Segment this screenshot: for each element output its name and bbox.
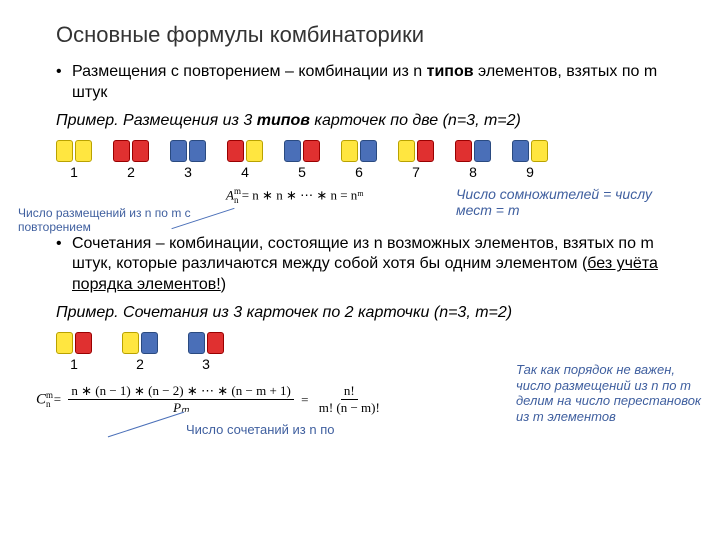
bullet-2-a: Сочетания – комбинации, состоящие из n в… <box>72 235 654 273</box>
card-pair: 1 <box>56 332 92 372</box>
yellow-card <box>56 332 73 354</box>
yellow-card <box>122 332 139 354</box>
red-card <box>75 332 92 354</box>
yellow-card <box>398 140 415 162</box>
example-1-b: типов <box>257 112 310 129</box>
card-number: 2 <box>127 164 135 180</box>
red-card <box>227 140 244 162</box>
blue-card <box>141 332 158 354</box>
card-pair: 7 <box>398 140 434 180</box>
red-card <box>417 140 434 162</box>
card-number: 3 <box>202 356 210 372</box>
card-number: 9 <box>526 164 534 180</box>
cards-row-1: 1 2 3 4 5 6 7 8 9 <box>56 140 680 180</box>
red-card <box>132 140 149 162</box>
yellow-card <box>75 140 92 162</box>
red-card <box>207 332 224 354</box>
frac2-num: n! <box>341 384 358 400</box>
yellow-card <box>531 140 548 162</box>
card-pair: 1 <box>56 140 92 180</box>
note-combinations-explain: Так как порядок не важен, число размещен… <box>516 362 706 424</box>
blue-card <box>512 140 529 162</box>
card-number: 8 <box>469 164 477 180</box>
slide-title: Основные формулы комбинаторики <box>56 22 680 48</box>
example-2: Пример. Сочетания из 3 карточек по 2 кар… <box>56 304 680 322</box>
note-arrangements: Число размещений из n по m с повторением <box>18 206 218 234</box>
card-pair: 4 <box>227 140 263 180</box>
card-pair: 3 <box>170 140 206 180</box>
card-pair: 2 <box>122 332 158 372</box>
yellow-card <box>56 140 73 162</box>
blue-card <box>474 140 491 162</box>
formula-arrangements: Amn = n ∗ n ∗ ⋯ ∗ n = nᵐ <box>226 186 364 205</box>
formula-A-body: = n ∗ n ∗ ⋯ ∗ n = nᵐ <box>238 187 363 202</box>
card-pair: 6 <box>341 140 377 180</box>
red-card <box>455 140 472 162</box>
card-number: 1 <box>70 356 78 372</box>
blue-card <box>188 332 205 354</box>
card-number: 6 <box>355 164 363 180</box>
formula-A: A <box>226 187 234 202</box>
blue-card <box>360 140 377 162</box>
blue-card <box>189 140 206 162</box>
card-number: 4 <box>241 164 249 180</box>
frac2-den: m! (n − m)! <box>316 400 383 415</box>
note-combinations-label: Число сочетаний из n по <box>186 422 334 437</box>
bullet-2-c: ) <box>221 276 226 293</box>
card-pair: 2 <box>113 140 149 180</box>
card-number: 3 <box>184 164 192 180</box>
formula-C: C <box>36 392 46 408</box>
card-pair: 9 <box>512 140 548 180</box>
note-factors: Число сомножителей = числу мест = m <box>456 186 676 218</box>
card-number: 7 <box>412 164 420 180</box>
example-1-c: карточек по две (n=3, m=2) <box>310 112 521 129</box>
bullet-1: • Размещения с повторением – комбинации … <box>56 62 680 104</box>
example-1-a: Пример. Размещения из 3 <box>56 112 257 129</box>
example-1: Пример. Размещения из 3 типов карточек п… <box>56 112 680 130</box>
bullet-1-b: типов <box>427 63 474 80</box>
card-number: 2 <box>136 356 144 372</box>
blue-card <box>284 140 301 162</box>
bullet-1-a: Размещения с повторением – комбинации из… <box>72 63 427 80</box>
card-pair: 8 <box>455 140 491 180</box>
red-card <box>303 140 320 162</box>
card-number: 5 <box>298 164 306 180</box>
card-pair: 5 <box>284 140 320 180</box>
red-card <box>113 140 130 162</box>
frac1-num: n ∗ (n − 1) ∗ (n − 2) ∗ ⋯ ∗ (n − m + 1) <box>68 384 293 400</box>
card-number: 1 <box>70 164 78 180</box>
blue-card <box>170 140 187 162</box>
formula-combinations: Cmn = n ∗ (n − 1) ∗ (n − 2) ∗ ⋯ ∗ (n − m… <box>36 384 387 416</box>
bullet-2: • Сочетания – комбинации, состоящие из n… <box>56 234 680 296</box>
card-pair: 3 <box>188 332 224 372</box>
yellow-card <box>341 140 358 162</box>
yellow-card <box>246 140 263 162</box>
